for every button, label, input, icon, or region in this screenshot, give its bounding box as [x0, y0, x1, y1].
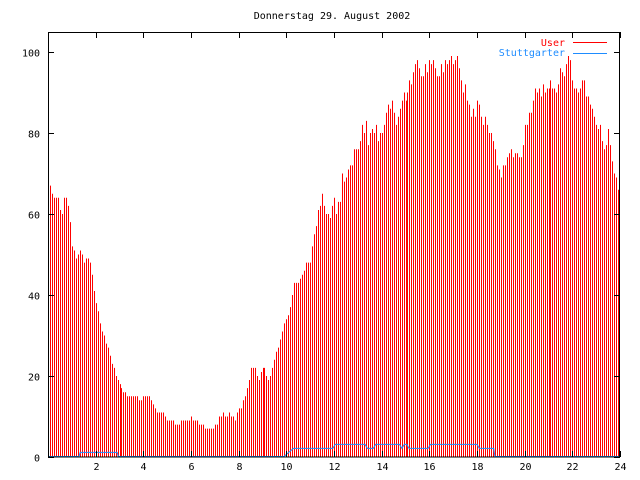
- y-tick-label: 20: [28, 373, 40, 384]
- x-tick-label: 16: [423, 462, 435, 473]
- x-tick-label: 10: [280, 462, 292, 473]
- x-tick-label: 22: [566, 462, 578, 473]
- x-tick-label: 18: [471, 462, 483, 473]
- chart-title: Donnerstag 29. August 2002: [254, 11, 411, 22]
- x-tick-label: 20: [519, 462, 531, 473]
- x-tick-label: 24: [614, 462, 626, 473]
- y-tick-label: 100: [22, 49, 40, 60]
- user-series: [48, 56, 619, 457]
- legend-label-stuttgarter: Stuttgarter: [499, 48, 565, 59]
- y-tick-label: 80: [28, 130, 40, 141]
- x-tick-label: 6: [188, 462, 194, 473]
- x-tick-label: 4: [140, 462, 146, 473]
- y-tick-label: 40: [28, 292, 40, 303]
- y-tick-label: 60: [28, 211, 40, 222]
- x-tick-label: 2: [93, 462, 99, 473]
- x-tick-label: 12: [328, 462, 340, 473]
- legend-label-user: User: [541, 38, 565, 49]
- legend: User Stuttgarter: [499, 38, 607, 59]
- x-tick-label: 8: [236, 462, 242, 473]
- y-tick-label: 0: [34, 454, 40, 465]
- x-tick-label: 14: [376, 462, 388, 473]
